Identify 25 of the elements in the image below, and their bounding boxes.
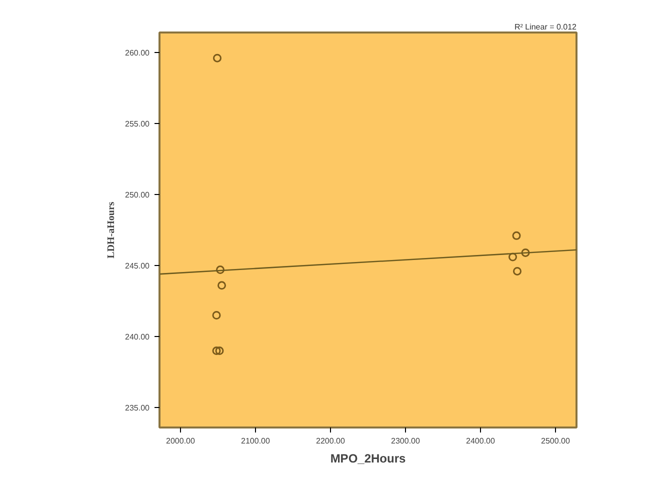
y-axis-title: LDH-aHours — [106, 202, 118, 258]
point — [218, 281, 226, 290]
y-tick-label: 235.00 — [125, 404, 150, 413]
x-axis-title: MPO_2Hours — [330, 452, 406, 466]
x-tick-label: 2200.00 — [316, 436, 346, 446]
y-tick-label: 260.00 — [125, 48, 150, 58]
y-tick-label: 245.00 — [125, 262, 150, 271]
point — [513, 266, 522, 276]
point — [212, 346, 221, 356]
y-tick-label: 255.00 — [125, 119, 150, 128]
point — [212, 311, 221, 320]
x-tick-label: 2300.00 — [391, 436, 421, 446]
point — [216, 266, 224, 274]
y-tick-label: 240.00 — [125, 332, 150, 342]
point — [508, 252, 517, 262]
point — [521, 248, 530, 257]
text: R² Linear = 0.012 — [514, 22, 578, 32]
point — [215, 346, 224, 356]
x-tick-label: 2400.00 — [466, 436, 496, 446]
y-tick-label: 250.00 — [125, 190, 150, 200]
point — [512, 231, 521, 240]
x-tick-label: 2000.00 — [166, 436, 196, 446]
x-tick-label: 2500.00 — [541, 436, 571, 446]
x-tick-label: 2100.00 — [241, 436, 271, 446]
point — [213, 54, 222, 62]
